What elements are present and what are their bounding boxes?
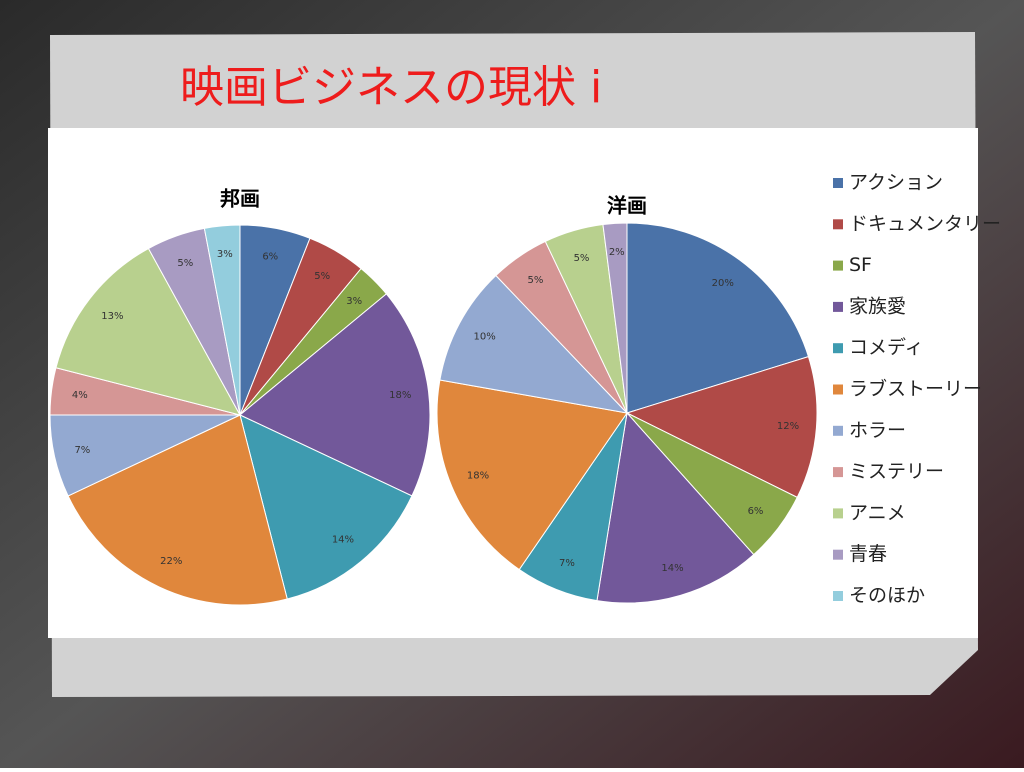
legend-label: コメディ bbox=[849, 337, 924, 359]
legend-label: ドキュメンタリー bbox=[849, 213, 1001, 235]
slice-label: 10% bbox=[474, 332, 496, 343]
slice-label: 5% bbox=[177, 258, 193, 269]
slice-label: 20% bbox=[712, 278, 734, 289]
legend-swatch bbox=[833, 467, 843, 478]
legend-label: ミステリー bbox=[849, 461, 944, 483]
pie-slice bbox=[239, 414, 413, 600]
slice-label: 3% bbox=[217, 249, 233, 260]
legend-swatch bbox=[833, 508, 843, 519]
slice-label: 22% bbox=[160, 556, 182, 567]
legend-label: 青春 bbox=[849, 543, 887, 565]
legend-swatch bbox=[833, 343, 843, 354]
slice-label: 18% bbox=[467, 470, 489, 481]
slice-label: 14% bbox=[332, 534, 354, 545]
pie-slice bbox=[203, 224, 241, 416]
slice-label: 6% bbox=[262, 251, 278, 262]
slide-title: 映画ビジネスの現状 i bbox=[180, 62, 602, 113]
slice-label: 3% bbox=[346, 296, 362, 307]
pie-slice bbox=[602, 222, 628, 414]
slice-label: 6% bbox=[748, 506, 764, 517]
pie-slice bbox=[239, 293, 431, 497]
legend-label: ホラー bbox=[849, 419, 906, 441]
slice-label: 13% bbox=[101, 311, 123, 322]
slice-label: 5% bbox=[527, 275, 543, 286]
legend-swatch bbox=[833, 301, 843, 312]
legend-swatch bbox=[833, 591, 843, 601]
pie-slice bbox=[596, 411, 755, 604]
legend-swatch bbox=[833, 384, 843, 395]
legend-label: ラブストーリー bbox=[849, 377, 982, 400]
slice-label: 4% bbox=[72, 390, 88, 401]
pie-slice bbox=[439, 274, 629, 414]
legend-label: アクション bbox=[849, 172, 943, 194]
slice-label: 18% bbox=[389, 390, 411, 401]
pie-slice bbox=[436, 379, 628, 571]
legend-swatch bbox=[833, 260, 843, 271]
pie-title: 洋画 bbox=[607, 194, 647, 218]
slice-label: 2% bbox=[609, 247, 625, 258]
pie-slice bbox=[625, 355, 818, 499]
pie-title: 邦画 bbox=[220, 187, 260, 211]
legend-label: そのほか bbox=[849, 585, 925, 607]
legend-label: SF bbox=[849, 254, 872, 276]
slice-label: 5% bbox=[574, 253, 590, 264]
slice-label: 14% bbox=[661, 563, 683, 574]
legend-swatch bbox=[833, 178, 843, 188]
slice-label: 12% bbox=[777, 421, 799, 432]
legend-swatch bbox=[833, 425, 843, 436]
legend-label: 家族愛 bbox=[849, 295, 906, 317]
pie-slice bbox=[55, 247, 241, 416]
legend-label: アニメ bbox=[849, 502, 906, 524]
slice-label: 7% bbox=[559, 558, 575, 569]
slice-label: 7% bbox=[74, 445, 90, 456]
pie-slice bbox=[67, 414, 288, 606]
pie-slice bbox=[626, 222, 810, 414]
legend-swatch bbox=[833, 549, 843, 560]
slice-label: 5% bbox=[314, 271, 330, 282]
legend-swatch bbox=[833, 219, 843, 230]
